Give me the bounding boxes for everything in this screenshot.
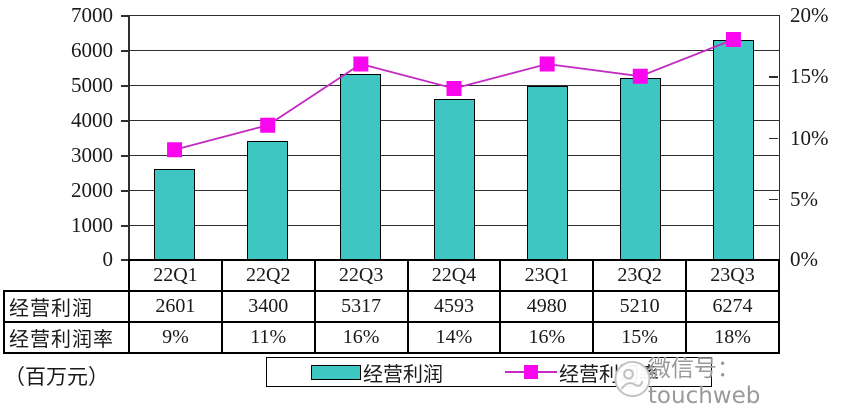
category-cell: 22Q2 (220, 259, 316, 292)
margin-marker (353, 56, 369, 72)
left-axis-tick-label: 4000 (71, 108, 113, 132)
right-axis-tick (769, 76, 778, 78)
category-cell: 23Q3 (685, 259, 780, 292)
margin-row: 经营利润率 9% 11% 16% 14% 16% 15% 18% (3, 321, 780, 354)
profit-cell: 6274 (685, 290, 780, 323)
unit-label: （百万元） (4, 365, 109, 389)
bar (433, 99, 475, 260)
margin-cell: 11% (220, 321, 316, 354)
plot-area (128, 15, 780, 260)
data-table: 22Q1 22Q2 22Q3 22Q4 23Q1 23Q2 23Q3 经营利润 2601 34… (3, 259, 780, 354)
profit-cell: 4593 (406, 290, 502, 323)
left-axis-tick-label: 2000 (71, 178, 113, 202)
left-axis-tick (121, 190, 128, 192)
margin-cell: 16% (499, 321, 595, 354)
profit-cell: 5210 (592, 290, 688, 323)
category-cell: 22Q4 (406, 259, 502, 292)
margin-cell: 15% (592, 321, 688, 354)
right-axis-tick (769, 137, 778, 139)
margin-cell: 9% (128, 321, 223, 354)
margin-marker (632, 68, 648, 84)
watermark: 微信号：touchweb (612, 349, 847, 409)
right-axis-line (778, 15, 780, 260)
bar-legend-label: 经营利润 (363, 363, 443, 386)
margin-cell: 16% (313, 321, 409, 354)
left-axis-line (128, 15, 130, 260)
left-axis-tick (121, 85, 128, 87)
profit-cell: 4980 (499, 290, 595, 323)
left-axis-tick-label: 6000 (71, 38, 113, 62)
left-axis-tick (121, 225, 128, 227)
left-axis-tick-label: 0 (102, 247, 114, 271)
bar-legend-swatch (311, 364, 361, 380)
left-axis-tick (121, 15, 128, 17)
margin-marker (167, 142, 183, 158)
left-axis-tick-label: 3000 (71, 143, 113, 167)
margin-row-label: 经营利润率 (3, 321, 130, 354)
profit-cell: 2601 (128, 290, 223, 323)
category-row-spacer (4, 260, 129, 291)
category-cell: 23Q1 (499, 259, 595, 292)
margin-cell: 14% (406, 321, 502, 354)
left-axis-tick (121, 50, 128, 52)
margin-marker (260, 117, 276, 133)
profit-row: 经营利润 2601 3400 5317 4593 4980 5210 6274 (3, 290, 780, 323)
line-legend-marker (505, 364, 557, 380)
margin-cell: 18% (685, 321, 780, 354)
profit-cell: 3400 (220, 290, 316, 323)
left-axis-tick-label: 1000 (71, 213, 113, 237)
line-legend-square (524, 364, 538, 379)
margin-marker (446, 81, 462, 96)
left-axis-tick (121, 259, 128, 261)
category-cell: 22Q3 (313, 259, 409, 292)
wechat-circle-icon (614, 360, 651, 398)
line-series (167, 32, 741, 158)
bar (340, 73, 382, 260)
left-axis-tick (121, 120, 128, 122)
profit-row-label: 经营利润 (3, 290, 130, 323)
right-axis-tick-label: 10% (790, 125, 829, 150)
left-axis-tick-label: 5000 (71, 73, 113, 97)
profit-cell: 5317 (313, 290, 409, 323)
left-axis-tick-label: 7000 (71, 3, 113, 27)
bar (247, 141, 289, 260)
gridline (128, 15, 780, 16)
right-axis-tick-label: 20% (790, 3, 829, 27)
right-axis-tick-label: 5% (790, 186, 818, 211)
right-axis-tick-label: 15% (790, 64, 829, 89)
category-row: 22Q1 22Q2 22Q3 22Q4 23Q1 23Q2 23Q3 (4, 259, 780, 292)
bar (712, 40, 754, 260)
margin-marker (725, 32, 741, 47)
right-axis-tick (769, 198, 778, 201)
category-cell: 22Q1 (128, 259, 223, 292)
margin-marker (539, 56, 555, 72)
category-cell: 23Q2 (592, 259, 688, 292)
left-axis-tick (121, 155, 128, 157)
bar (526, 85, 568, 260)
bar (154, 168, 196, 260)
watermark-text: 微信号：touchweb (647, 356, 761, 409)
gridline (128, 50, 780, 51)
right-axis-tick-label: 0% (790, 247, 818, 271)
